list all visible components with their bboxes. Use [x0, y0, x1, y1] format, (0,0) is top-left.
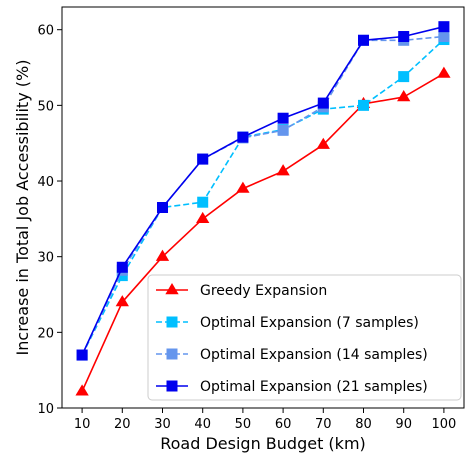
data-point — [197, 196, 209, 208]
y-tick-label: 20 — [37, 326, 54, 341]
series-1 — [75, 66, 451, 396]
plot-frame — [61, 6, 465, 409]
legend-entry: Greedy Expansion — [156, 283, 327, 299]
legend-entry: Optimal Expansion (21 samples) — [156, 379, 428, 395]
series-line — [81, 35, 444, 356]
series-layer — [75, 21, 451, 396]
series-line — [81, 25, 445, 356]
axes-layer: 10 20 30 40 50 60 70 80 90 100 10 20 30 40 50 60 — [37, 6, 465, 432]
y-tick-label: 30 — [37, 251, 54, 266]
data-point — [277, 112, 289, 124]
legend-box — [147, 274, 462, 401]
data-point — [76, 349, 88, 361]
y-tick-label: 40 — [37, 175, 54, 190]
x-tick-label: 50 — [235, 417, 252, 432]
x-tick-label: 10 — [74, 417, 91, 432]
legend-label: Optimal Expansion (21 samples) — [200, 379, 428, 395]
data-point — [155, 249, 170, 261]
y-axis-title: Increase in Total Job Accessibility (%) — [13, 60, 32, 356]
data-point — [75, 384, 89, 396]
data-point — [437, 66, 451, 78]
series-line — [81, 72, 445, 392]
legend-label: Greedy Expansion — [200, 283, 327, 299]
x-axis-title: Road Design Budget (km) — [160, 434, 366, 453]
x-tick-label: 60 — [275, 417, 292, 432]
legend-marker — [165, 283, 179, 295]
series-line — [81, 38, 445, 356]
x-tick-label: 70 — [315, 417, 332, 432]
data-point — [398, 31, 410, 43]
data-point — [438, 21, 450, 33]
data-point — [276, 164, 290, 176]
x-tick-label: 20 — [114, 417, 131, 432]
legend: Greedy Expansion Optimal Expansion (7 sam… — [147, 274, 462, 401]
y-tick-label: 50 — [37, 99, 54, 114]
data-point — [316, 137, 330, 149]
data-point — [277, 124, 289, 136]
legend-entry: Optimal Expansion (14 samples) — [156, 347, 428, 363]
series-4 — [76, 21, 450, 361]
x-tick-label: 40 — [194, 417, 211, 432]
data-point — [196, 211, 210, 224]
x-tick-label: 90 — [395, 417, 412, 432]
data-point — [358, 34, 369, 46]
legend-marker — [166, 380, 178, 392]
x-tick-label: 80 — [355, 417, 372, 432]
data-point — [358, 99, 369, 111]
legend-entry: Optimal Expansion (7 samples) — [156, 315, 419, 331]
legend-label: Optimal Expansion (7 samples) — [200, 315, 419, 331]
data-point — [116, 261, 128, 273]
data-point — [197, 153, 209, 165]
data-point — [398, 71, 410, 83]
data-point — [438, 31, 450, 43]
data-point — [237, 131, 249, 143]
legend-marker — [166, 348, 178, 360]
data-point — [397, 90, 411, 102]
y-tick-label: 60 — [37, 24, 54, 39]
data-point — [236, 181, 250, 193]
data-point — [317, 97, 329, 109]
data-point — [157, 202, 168, 213]
data-point — [115, 295, 129, 307]
legend-marker — [166, 316, 178, 328]
x-tick-label: 30 — [154, 417, 171, 432]
legend-label: Optimal Expansion (14 samples) — [200, 347, 428, 363]
y-tick-label: 10 — [37, 402, 54, 417]
x-tick-label: 100 — [431, 417, 456, 432]
